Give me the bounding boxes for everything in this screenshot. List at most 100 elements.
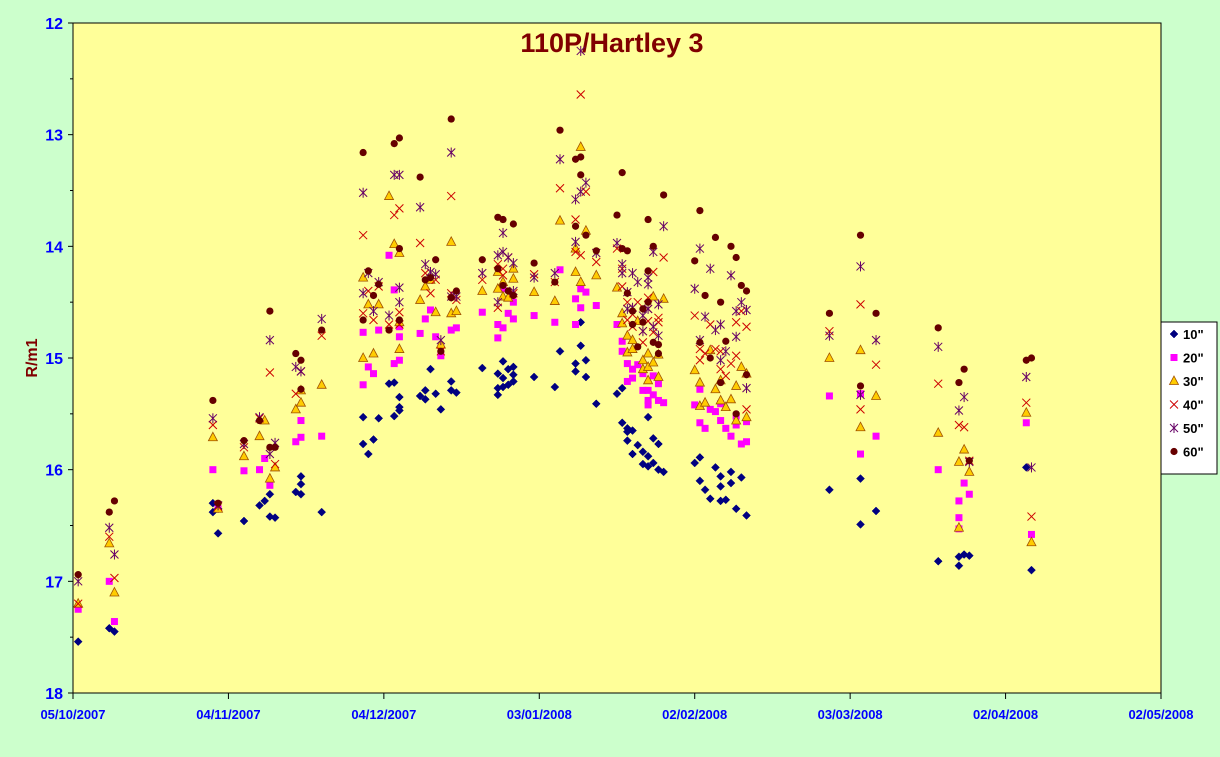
data-point: [297, 433, 305, 441]
data-point: [716, 472, 725, 481]
data-point: [612, 237, 622, 248]
data-point: [395, 307, 404, 317]
data-point: [623, 360, 631, 368]
data-point: [642, 347, 654, 358]
data-point: [576, 186, 586, 197]
data-point: [964, 551, 974, 561]
data-point: [498, 356, 508, 366]
data-point: [551, 318, 559, 326]
data-point: [617, 418, 627, 428]
data-point: [430, 306, 441, 317]
data-point: [390, 286, 398, 294]
series-5: [74, 115, 1036, 579]
data-point: [1026, 536, 1037, 547]
data-point: [960, 479, 968, 487]
legend-marker: [1169, 329, 1179, 339]
y-tick-label: 18: [45, 686, 63, 703]
legend-box: [1160, 321, 1218, 475]
data-point: [960, 365, 968, 373]
data-point: [358, 308, 368, 318]
data-point: [478, 256, 486, 264]
data-point: [582, 231, 590, 239]
data-point: [436, 405, 446, 414]
data-point: [649, 242, 657, 250]
data-point: [731, 331, 741, 342]
data-point: [716, 355, 725, 366]
data-point: [207, 431, 219, 442]
data-point: [292, 349, 300, 358]
data-point: [871, 506, 881, 516]
data-point: [389, 378, 399, 387]
data-point: [736, 361, 747, 371]
data-point: [696, 419, 704, 427]
data-point: [447, 115, 455, 123]
data-point: [104, 522, 114, 533]
data-point: [554, 214, 566, 225]
data-point: [364, 363, 372, 371]
data-point: [648, 321, 658, 332]
data-point: [369, 306, 378, 317]
legend: 10" 20" 30" 40" 50" 60": [1160, 321, 1218, 475]
data-point: [394, 343, 405, 353]
data-point: [368, 347, 379, 358]
data-point: [395, 402, 404, 412]
data-point: [571, 194, 580, 205]
data-point: [690, 283, 700, 294]
data-point: [725, 393, 737, 404]
data-point: [436, 335, 446, 346]
x-tick-label: 03/01/2008: [507, 707, 572, 722]
data-point: [717, 378, 725, 387]
data-point: [694, 376, 706, 387]
data-point: [385, 251, 393, 259]
data-point: [638, 447, 648, 457]
data-point: [110, 497, 119, 505]
data-point: [395, 282, 404, 293]
data-point: [208, 420, 218, 430]
data-point: [660, 399, 668, 407]
data-point: [494, 265, 502, 273]
data-point: [623, 377, 631, 385]
data-point: [964, 466, 975, 476]
data-point: [691, 257, 699, 265]
data-point: [571, 222, 580, 230]
data-point: [556, 266, 564, 274]
data-point: [446, 191, 456, 201]
data-point: [395, 323, 403, 331]
data-point: [431, 389, 441, 399]
data-point: [571, 247, 580, 257]
data-point: [695, 453, 705, 462]
data-point: [369, 435, 378, 444]
data-point: [934, 324, 942, 332]
y-tick-label: 17: [45, 574, 63, 591]
data-point: [613, 321, 621, 328]
data-point: [825, 330, 834, 341]
data-point: [555, 183, 565, 193]
data-point: [618, 169, 626, 177]
legend-label: 10": [1183, 327, 1204, 342]
data-point: [359, 148, 367, 157]
data-point: [634, 361, 642, 369]
data-point: [732, 421, 740, 429]
data-point: [256, 466, 264, 474]
data-point: [855, 421, 866, 432]
data-point: [644, 215, 652, 224]
data-point: [726, 478, 736, 488]
data-point: [432, 256, 440, 264]
data-point: [529, 272, 539, 283]
data-point: [414, 294, 426, 304]
data-point: [592, 247, 600, 255]
data-point: [856, 389, 865, 400]
data-point: [575, 276, 586, 286]
data-point: [577, 285, 585, 293]
data-point: [498, 264, 508, 274]
data-marks: [73, 45, 1037, 646]
data-point: [74, 605, 82, 613]
data-point: [628, 307, 637, 315]
data-point: [591, 257, 601, 267]
data-point: [318, 432, 326, 440]
data-point: [415, 202, 425, 213]
data-point: [856, 520, 865, 529]
data-point: [395, 204, 404, 213]
y-tick-label: 16: [45, 463, 63, 480]
data-point: [432, 333, 440, 341]
